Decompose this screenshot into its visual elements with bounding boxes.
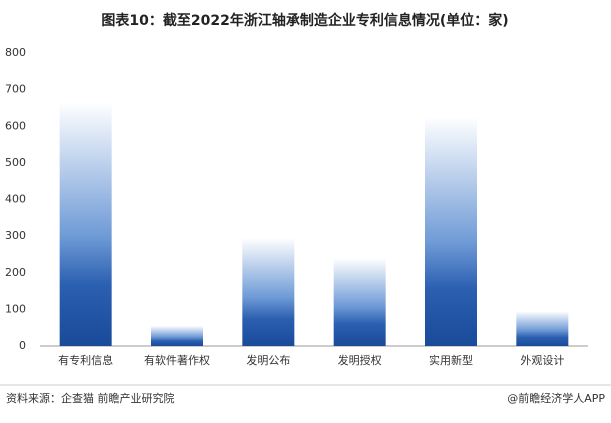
y-tick-label: 700 xyxy=(5,83,26,96)
bar xyxy=(151,325,203,346)
x-tick-label: 外观设计 xyxy=(520,354,564,367)
y-tick-label: 200 xyxy=(5,266,26,279)
y-tick-label: 300 xyxy=(5,229,26,242)
chart-title: 图表10：截至2022年浙江轴承制造企业专利信息情况(单位：家) xyxy=(101,12,508,29)
source: 资料来源：企查猫 前瞻产业研究院 xyxy=(6,391,175,405)
bar xyxy=(333,258,386,346)
x-tick-label: 发明公布 xyxy=(246,353,290,367)
bar xyxy=(425,117,477,346)
x-tick-label: 实用新型 xyxy=(429,353,473,367)
y-tick-label: 500 xyxy=(5,156,26,169)
x-tick-label: 有专利信息 xyxy=(58,353,113,367)
bar xyxy=(242,237,295,346)
x-tick-label: 有软件著作权 xyxy=(144,353,210,367)
y-tick-label: 100 xyxy=(5,302,26,315)
y-tick-label: 400 xyxy=(5,193,26,206)
y-tick-label: 600 xyxy=(5,119,26,132)
credit: @前瞻经济学人APP xyxy=(507,391,605,405)
bar xyxy=(59,102,112,346)
bar xyxy=(516,311,569,346)
y-tick-label: 0 xyxy=(19,339,26,352)
x-tick-label: 发明授权 xyxy=(338,353,382,367)
y-tick-label: 800 xyxy=(5,46,26,59)
